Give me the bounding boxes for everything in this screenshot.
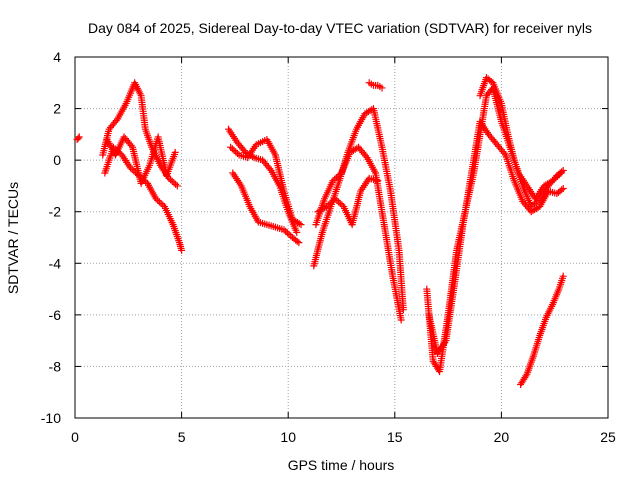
data-point	[233, 149, 241, 157]
data-point	[127, 142, 135, 150]
data-point	[362, 152, 370, 160]
data-point	[559, 166, 567, 174]
data-point	[332, 174, 340, 182]
data-point	[178, 246, 186, 254]
data-point	[282, 227, 290, 235]
y-tick-label: 4	[53, 49, 61, 65]
data-point	[152, 195, 160, 203]
data-point	[527, 203, 535, 211]
data-point	[157, 199, 165, 207]
data-point	[173, 182, 181, 190]
data-point	[529, 201, 537, 209]
y-tick-label: -8	[49, 358, 62, 374]
data-point	[280, 226, 288, 234]
data-point	[559, 272, 567, 280]
data-point	[167, 176, 175, 184]
data-point	[295, 239, 303, 247]
data-point	[230, 146, 238, 154]
series-arc1	[73, 133, 83, 144]
data-point	[266, 165, 274, 173]
data-point	[170, 179, 178, 187]
data-point	[336, 171, 344, 179]
axis-ticks: 0 5 10 15 20 25 -10 -8 -6 -4 -2 0 2 4	[41, 49, 616, 445]
series-arc14	[476, 74, 567, 211]
series-arc6	[227, 136, 305, 229]
x-tick-label: 0	[71, 429, 79, 445]
data-point	[168, 177, 176, 185]
data-point	[128, 165, 136, 173]
x-tick-label: 20	[494, 429, 510, 445]
data-point	[331, 195, 339, 203]
series-arc15	[517, 272, 567, 388]
data-point	[159, 201, 167, 209]
data-point	[500, 149, 508, 157]
data-point	[335, 198, 343, 206]
data-point	[378, 84, 386, 92]
data-point	[112, 117, 120, 125]
y-tick-label: -4	[49, 255, 62, 271]
data-point	[374, 177, 382, 185]
data-point	[353, 144, 361, 152]
data-point	[338, 201, 346, 209]
y-tick-label: 0	[53, 152, 61, 168]
plot-frame	[74, 56, 609, 419]
series-arc13	[425, 117, 567, 358]
data-point	[323, 203, 331, 211]
data-point	[74, 134, 82, 142]
data-point	[324, 201, 332, 209]
data-point	[126, 164, 134, 172]
y-axis-label: SDTVAR / TECUs	[5, 182, 21, 294]
series-arc4	[103, 133, 179, 187]
data-point	[334, 172, 342, 180]
data-point	[293, 228, 301, 236]
data-point	[75, 133, 83, 141]
data-point	[328, 198, 336, 206]
data-point	[171, 148, 179, 156]
data-point	[172, 180, 180, 188]
data-point	[329, 177, 337, 185]
data-point	[285, 230, 293, 238]
y-tick-label: 2	[53, 101, 61, 117]
data-point	[333, 196, 341, 204]
series-arc11	[365, 79, 386, 92]
data-point	[522, 372, 530, 380]
y-tick-label: -6	[49, 307, 62, 323]
data-point	[154, 196, 162, 204]
data-point	[331, 175, 339, 183]
data-point	[336, 199, 344, 207]
data-point	[551, 173, 559, 181]
data-point	[293, 237, 301, 245]
data-point	[559, 185, 567, 193]
data-point	[326, 199, 334, 207]
data-point	[558, 168, 566, 176]
x-tick-label: 10	[280, 429, 296, 445]
data-point	[397, 316, 405, 324]
data-point	[558, 186, 566, 194]
data-point	[297, 221, 305, 229]
data-point	[532, 198, 540, 206]
series-arc8	[310, 105, 407, 314]
series-arc2	[99, 79, 181, 190]
data-point	[232, 148, 240, 156]
data-point	[155, 198, 163, 206]
y-tick-label: -10	[41, 410, 61, 426]
series-arc9	[312, 143, 405, 324]
data-point	[399, 306, 407, 314]
data-point	[227, 143, 235, 151]
data-marks	[73, 74, 567, 388]
chart-title: Day 084 of 2025, Sidereal Day-to-day VTE…	[88, 20, 592, 36]
series-arc7	[229, 169, 303, 247]
data-point	[228, 145, 236, 153]
y-tick-label: -2	[49, 204, 62, 220]
data-point	[531, 199, 539, 207]
x-tick-label: 5	[178, 429, 186, 445]
x-axis-label: GPS time / hours	[288, 457, 395, 473]
x-tick-label: 25	[600, 429, 616, 445]
data-point	[295, 220, 303, 228]
data-point	[283, 229, 291, 237]
x-tick-label: 15	[387, 429, 403, 445]
series-arc10	[314, 174, 382, 229]
